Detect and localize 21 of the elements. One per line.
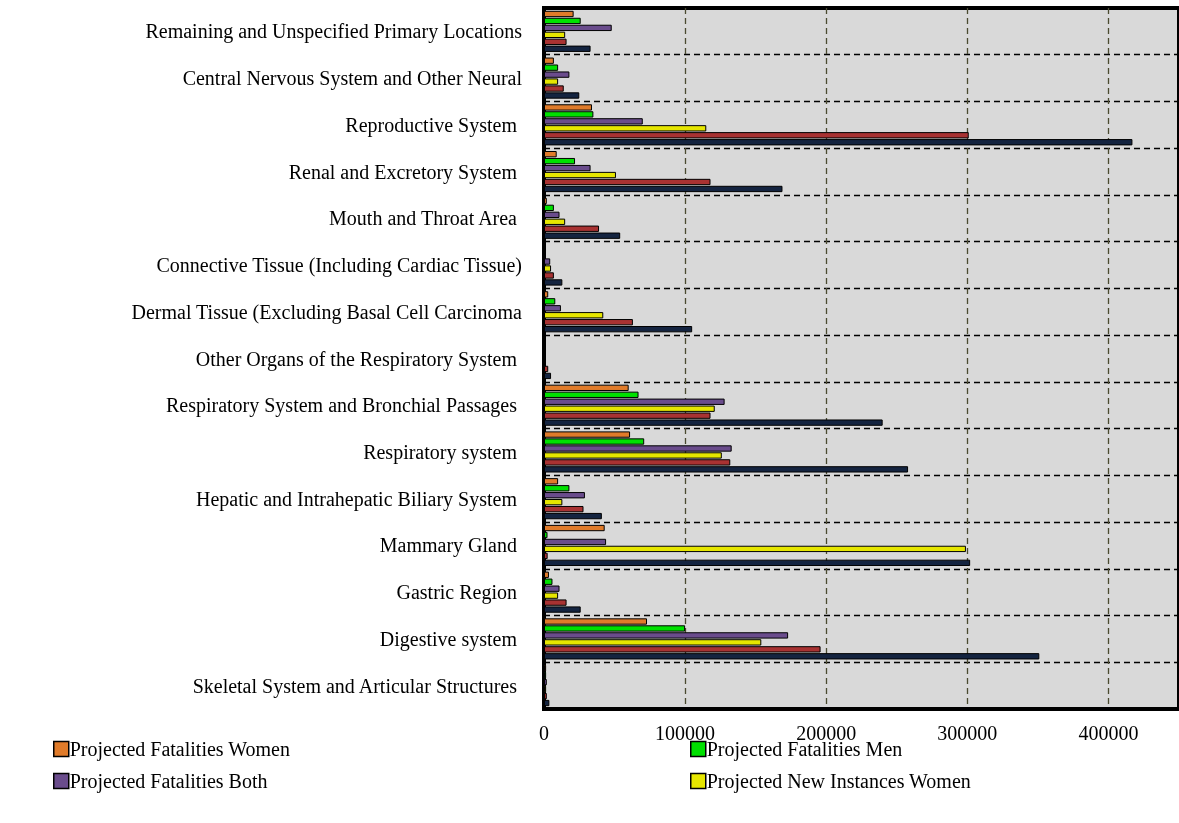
y-tick-label: Dermal Tissue (Excluding Basal Cell Carcinoma	[131, 300, 523, 324]
y-tick-label: Respiratory System and Bronchial Passages	[165, 394, 522, 418]
x-tick-label: 400000	[1078, 722, 1139, 744]
legend-label: Projected Fatalities Both	[69, 770, 268, 793]
x-tick-label: 300000	[937, 722, 998, 744]
legend-label: Projected New Instances Women	[706, 770, 971, 793]
y-tick-label: Gastric Region	[396, 581, 522, 605]
y-tick-label: Mammary Gland	[379, 534, 522, 558]
x-tick-label: 0	[539, 722, 549, 744]
y-tick-label: Mouth and Throat Area	[329, 207, 522, 230]
legend-label: Projected Fatalities Women	[69, 738, 290, 761]
y-tick-label: Connective Tissue (Including Cardiac Tissue)	[156, 254, 522, 278]
y-tick-label: Other Organs of the Respiratory System	[195, 347, 522, 371]
y-tick-label: Respiratory system	[363, 440, 522, 464]
y-tick-label: Skeletal System and Articular Structures	[192, 674, 522, 698]
y-tick-label: Renal and Excretory System	[288, 160, 522, 184]
y-tick-label: Reproductive System	[345, 113, 522, 137]
y-tick-label: Central Nervous System and Other Neural	[182, 67, 523, 91]
y-tick-label: Hepatic and Intrahepatic Biliary System	[195, 487, 522, 511]
y-tick-label: Remaining and Unspecified Primary Locations	[145, 20, 523, 44]
y-tick-label: Digestive system	[379, 627, 522, 651]
